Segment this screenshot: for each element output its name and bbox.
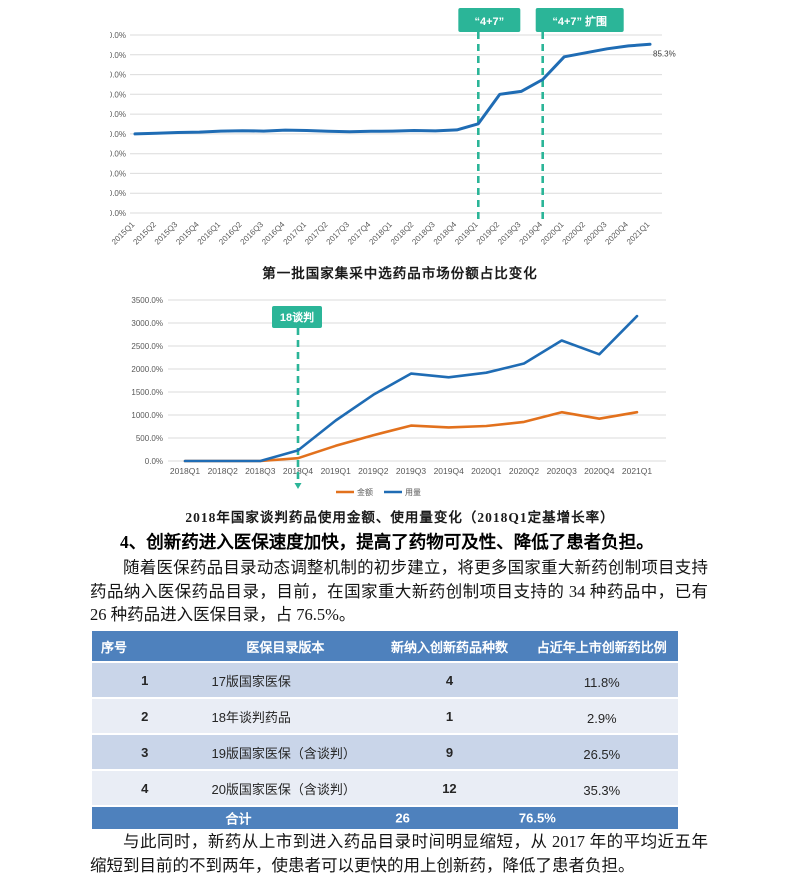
y-tick-label: 70.0% [110, 71, 126, 80]
y-tick-label: 1000.0% [131, 411, 163, 420]
table-row: 2 18年谈判药品 1 2.9% [92, 699, 678, 733]
y-tick-label: 60.0% [110, 90, 126, 99]
event-label-box [272, 306, 323, 328]
end-value-label: 85.3% [653, 49, 676, 58]
cell-ratio: 26.5% [583, 746, 621, 762]
chart1-caption: 第一批国家集采中选药品市场份额占比变化 [262, 266, 538, 281]
legend-label: 用量 [405, 488, 421, 497]
cell-count: 1 [445, 708, 454, 724]
x-tick-label: 2020Q3 [547, 466, 578, 476]
cell-version: 18年谈判药品 [211, 709, 291, 725]
cell-version: 20版国家医保（含谈判） [211, 781, 356, 797]
event-label: “4+7” 扩围 [552, 14, 607, 28]
y-tick-label: 3000.0% [131, 319, 163, 328]
series-line-中选药品市场份额 [133, 42, 652, 136]
x-tick-label: 2019Q2 [358, 466, 389, 476]
cell-version: 17版国家医保 [211, 673, 291, 689]
x-tick-label: 2018Q2 [208, 466, 239, 476]
x-tick-label: 2020Q1 [471, 466, 502, 476]
y-tick-label: 20.0% [110, 169, 126, 178]
x-tick-label: 2020Q2 [509, 466, 540, 476]
table-header-col-1: 医保目录版本 [246, 639, 325, 655]
cell-no: 2 [141, 708, 149, 724]
cell-no: 1 [141, 672, 149, 688]
tot-label: 合计 [225, 811, 252, 827]
cell-no: 4 [141, 780, 149, 796]
table-row: 1 17版国家医保 4 11.8% [92, 663, 678, 697]
cell-ratio: 35.3% [583, 782, 621, 798]
table-row: 4 20版国家医保（含谈判） 12 35.3% [92, 771, 678, 805]
section-heading: 4、创新药进入医保速度加快，提高了药物可及性、降低了患者负担。 [120, 532, 654, 552]
table-header-col-0: 序号 [101, 639, 128, 655]
table-total-row: 合计 26 76.5% [92, 807, 678, 829]
x-tick-label: 2020Q4 [584, 466, 615, 476]
chart-negotiated-drugs: 0.0% 500.0% 1000.0% 1500.0% 2000.0% 2500.0% 30… [100, 292, 680, 509]
tot-ratio: 76.5% [518, 810, 556, 826]
chart2-caption: 2018年国家谈判药品使用金额、使用量变化（2018Q1定基增长率） [185, 510, 615, 525]
table-header-row: 序号 医保目录版本 新纳入创新药品种数 占近年上市创新药比例 [92, 631, 678, 661]
cell-count: 9 [445, 744, 454, 760]
cell-version: 19版国家医保（含谈判） [211, 745, 356, 761]
y-tick-label: 2000.0% [131, 365, 163, 374]
table-row: 3 19版国家医保（含谈判） 9 26.5% [92, 735, 678, 769]
y-tick-label: 1500.0% [131, 388, 163, 397]
tot-count: 26 [395, 810, 410, 826]
x-tick-label: 2021Q1 [622, 466, 653, 476]
x-tick-label: 2019Q3 [396, 466, 427, 476]
y-tick-label: 50.0% [110, 110, 126, 119]
y-tick-label: 90.0% [110, 31, 126, 40]
cell-count: 4 [445, 672, 454, 688]
y-tick-label: 2500.0% [131, 342, 163, 351]
market-share-line-chart: 0.0% 10.0% 20.0% 30.0% 40.0% 50.0% 60.0% 70.0% 8… [103, 8, 676, 247]
event-label-box [535, 8, 624, 32]
x-tick-label: 2021Q1 [625, 220, 652, 247]
x-tick-label: 2018Q1 [170, 466, 201, 476]
chart-market-share: 0.0% 10.0% 20.0% 30.0% 40.0% 50.0% 60.0% 70.0% 8… [103, 5, 680, 262]
body-paragraph-2: 与此同时，新药从上市到进入药品目录时间明显缩短，从 2017 年的平均近五年缩短… [90, 832, 708, 875]
x-tick-label: 2018Q3 [245, 466, 276, 476]
cell-no: 3 [141, 744, 149, 760]
x-tick-label: 2018Q4 [283, 466, 314, 476]
table-header-col-3: 占近年上市创新药比例 [536, 639, 667, 655]
x-tick-label: 2019Q4 [434, 466, 465, 476]
body-paragraph-1: 随着医保药品目录动态调整机制的初步建立，将更多国家重大新药创制项目支持药品纳入医… [90, 558, 708, 624]
series-line-金额 [183, 410, 639, 463]
event-label: 18谈判 [280, 310, 314, 324]
table-header-col-2: 新纳入创新药品种数 [390, 639, 508, 655]
cell-ratio: 2.9% [586, 710, 617, 726]
event-marker-arrow [294, 483, 302, 489]
y-tick-label: 0.0% [110, 209, 126, 218]
y-tick-label: 40.0% [110, 130, 126, 139]
medical-insurance-catalog-table: 序号 医保目录版本 新纳入创新药品种数 占近年上市创新药比例 1 17版国家医保 4 11.8… [92, 631, 678, 829]
negotiated-drugs-line-chart: 0.0% 500.0% 1000.0% 1500.0% 2000.0% 2500.0% 30… [131, 296, 666, 497]
y-tick-label: 30.0% [110, 150, 126, 159]
legend-label: 金额 [357, 487, 373, 497]
x-tick-label: 2019Q1 [321, 466, 352, 476]
event-label-box [458, 8, 521, 32]
y-tick-label: 80.0% [110, 51, 126, 60]
y-tick-label: 500.0% [136, 434, 163, 443]
series-line-用量 [183, 314, 639, 463]
y-tick-label: 0.0% [145, 457, 163, 466]
y-tick-label: 10.0% [110, 189, 126, 198]
cell-count: 12 [442, 780, 457, 796]
cell-ratio: 11.8% [583, 674, 620, 690]
event-label: “4+7” [474, 16, 504, 28]
y-tick-label: 3500.0% [131, 296, 163, 305]
